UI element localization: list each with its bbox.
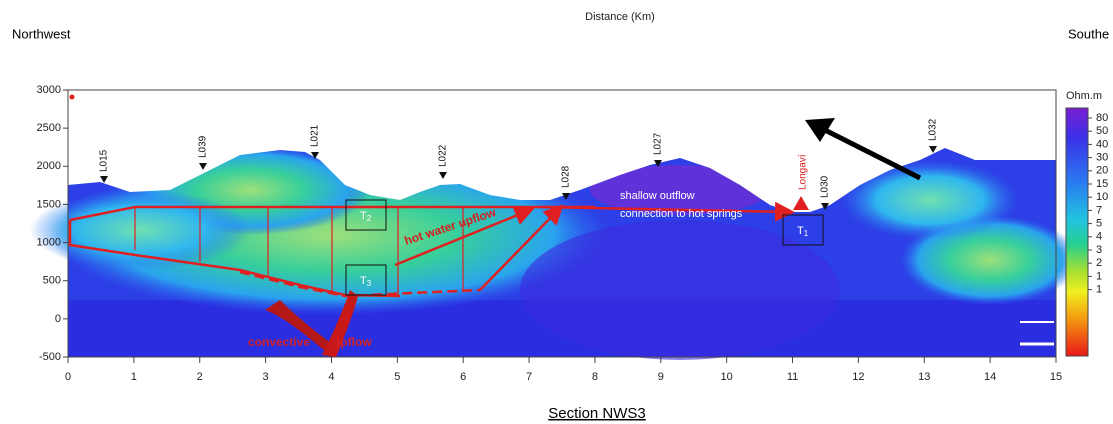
x-tick-label: 15 (1050, 371, 1062, 383)
y-tick-label: 1000 (37, 236, 61, 248)
y-tick-label: 3000 (37, 84, 61, 96)
colorbar-label: 7 (1096, 204, 1102, 216)
x-tick-label: 7 (526, 371, 532, 383)
outflow-label: shallow outflow (620, 190, 695, 202)
x-tick-label: 11 (787, 371, 798, 383)
caption: Section NWS3 (548, 405, 646, 422)
colorbar-label: 5 (1096, 218, 1102, 230)
station-label: L021 (310, 124, 321, 147)
x-tick-label: 6 (460, 371, 466, 383)
x-tick-label: 9 (658, 371, 664, 383)
station-label: L028 (561, 165, 572, 188)
colorbar-label: 15 (1096, 178, 1108, 190)
volcano-label: Longaví (798, 154, 809, 190)
station-label: L015 (99, 149, 110, 172)
northwest-label: Northwest (12, 26, 71, 41)
upflow-label: upflow (333, 335, 372, 349)
colorbar-label: 1 (1096, 270, 1102, 282)
colorbar-label: 40 (1096, 138, 1108, 150)
y-tick-label: 2000 (37, 160, 61, 172)
station-label: L030 (820, 175, 831, 198)
y-tick-label: 0 (55, 313, 61, 325)
colorbar-label: 4 (1096, 231, 1102, 243)
outflow-label: connection to hot springs (620, 208, 743, 220)
southeast-label: Southe (1068, 26, 1109, 41)
distance-label: Distance (Km) (585, 11, 655, 23)
x-tick-label: 3 (263, 371, 269, 383)
colorbar-unit: Ohm.m (1066, 90, 1102, 102)
colorbar-label: 10 (1096, 191, 1108, 203)
convective-label: convective (248, 335, 310, 349)
x-tick-label: 5 (394, 371, 400, 383)
colorbar-label: 30 (1096, 152, 1108, 164)
y-tick-label: 2500 (37, 122, 61, 134)
resistivity-section (30, 90, 1080, 360)
colorbar-label: 50 (1096, 125, 1108, 137)
colorbar-label: 2 (1096, 257, 1102, 269)
x-tick-label: 8 (592, 371, 598, 383)
x-tick-label: 10 (721, 371, 733, 383)
y-tick-label: 500 (43, 275, 61, 287)
x-tick-label: 4 (328, 371, 334, 383)
x-tick-label: 14 (984, 371, 996, 383)
figure: Distance (Km) Northwest Southe L015 L039… (0, 0, 1113, 424)
x-tick-label: 0 (65, 371, 71, 383)
x-tick-label: 2 (197, 371, 203, 383)
colorbar-label: 1 (1096, 284, 1102, 296)
y-tick-label: -500 (39, 351, 61, 363)
colorbar (1066, 108, 1088, 356)
station-label: L032 (928, 118, 939, 141)
x-tick-label: 13 (918, 371, 930, 383)
colorbar-label: 20 (1096, 165, 1108, 177)
station-label: L027 (653, 132, 664, 155)
x-tick-label: 12 (852, 371, 864, 383)
colorbar-label: 80 (1096, 112, 1108, 124)
x-tick-label: 1 (131, 371, 137, 383)
y-tick-label: 1500 (37, 198, 61, 210)
station-label: L039 (198, 135, 209, 158)
station-label: L022 (438, 144, 449, 167)
colorbar-label: 3 (1096, 244, 1102, 256)
